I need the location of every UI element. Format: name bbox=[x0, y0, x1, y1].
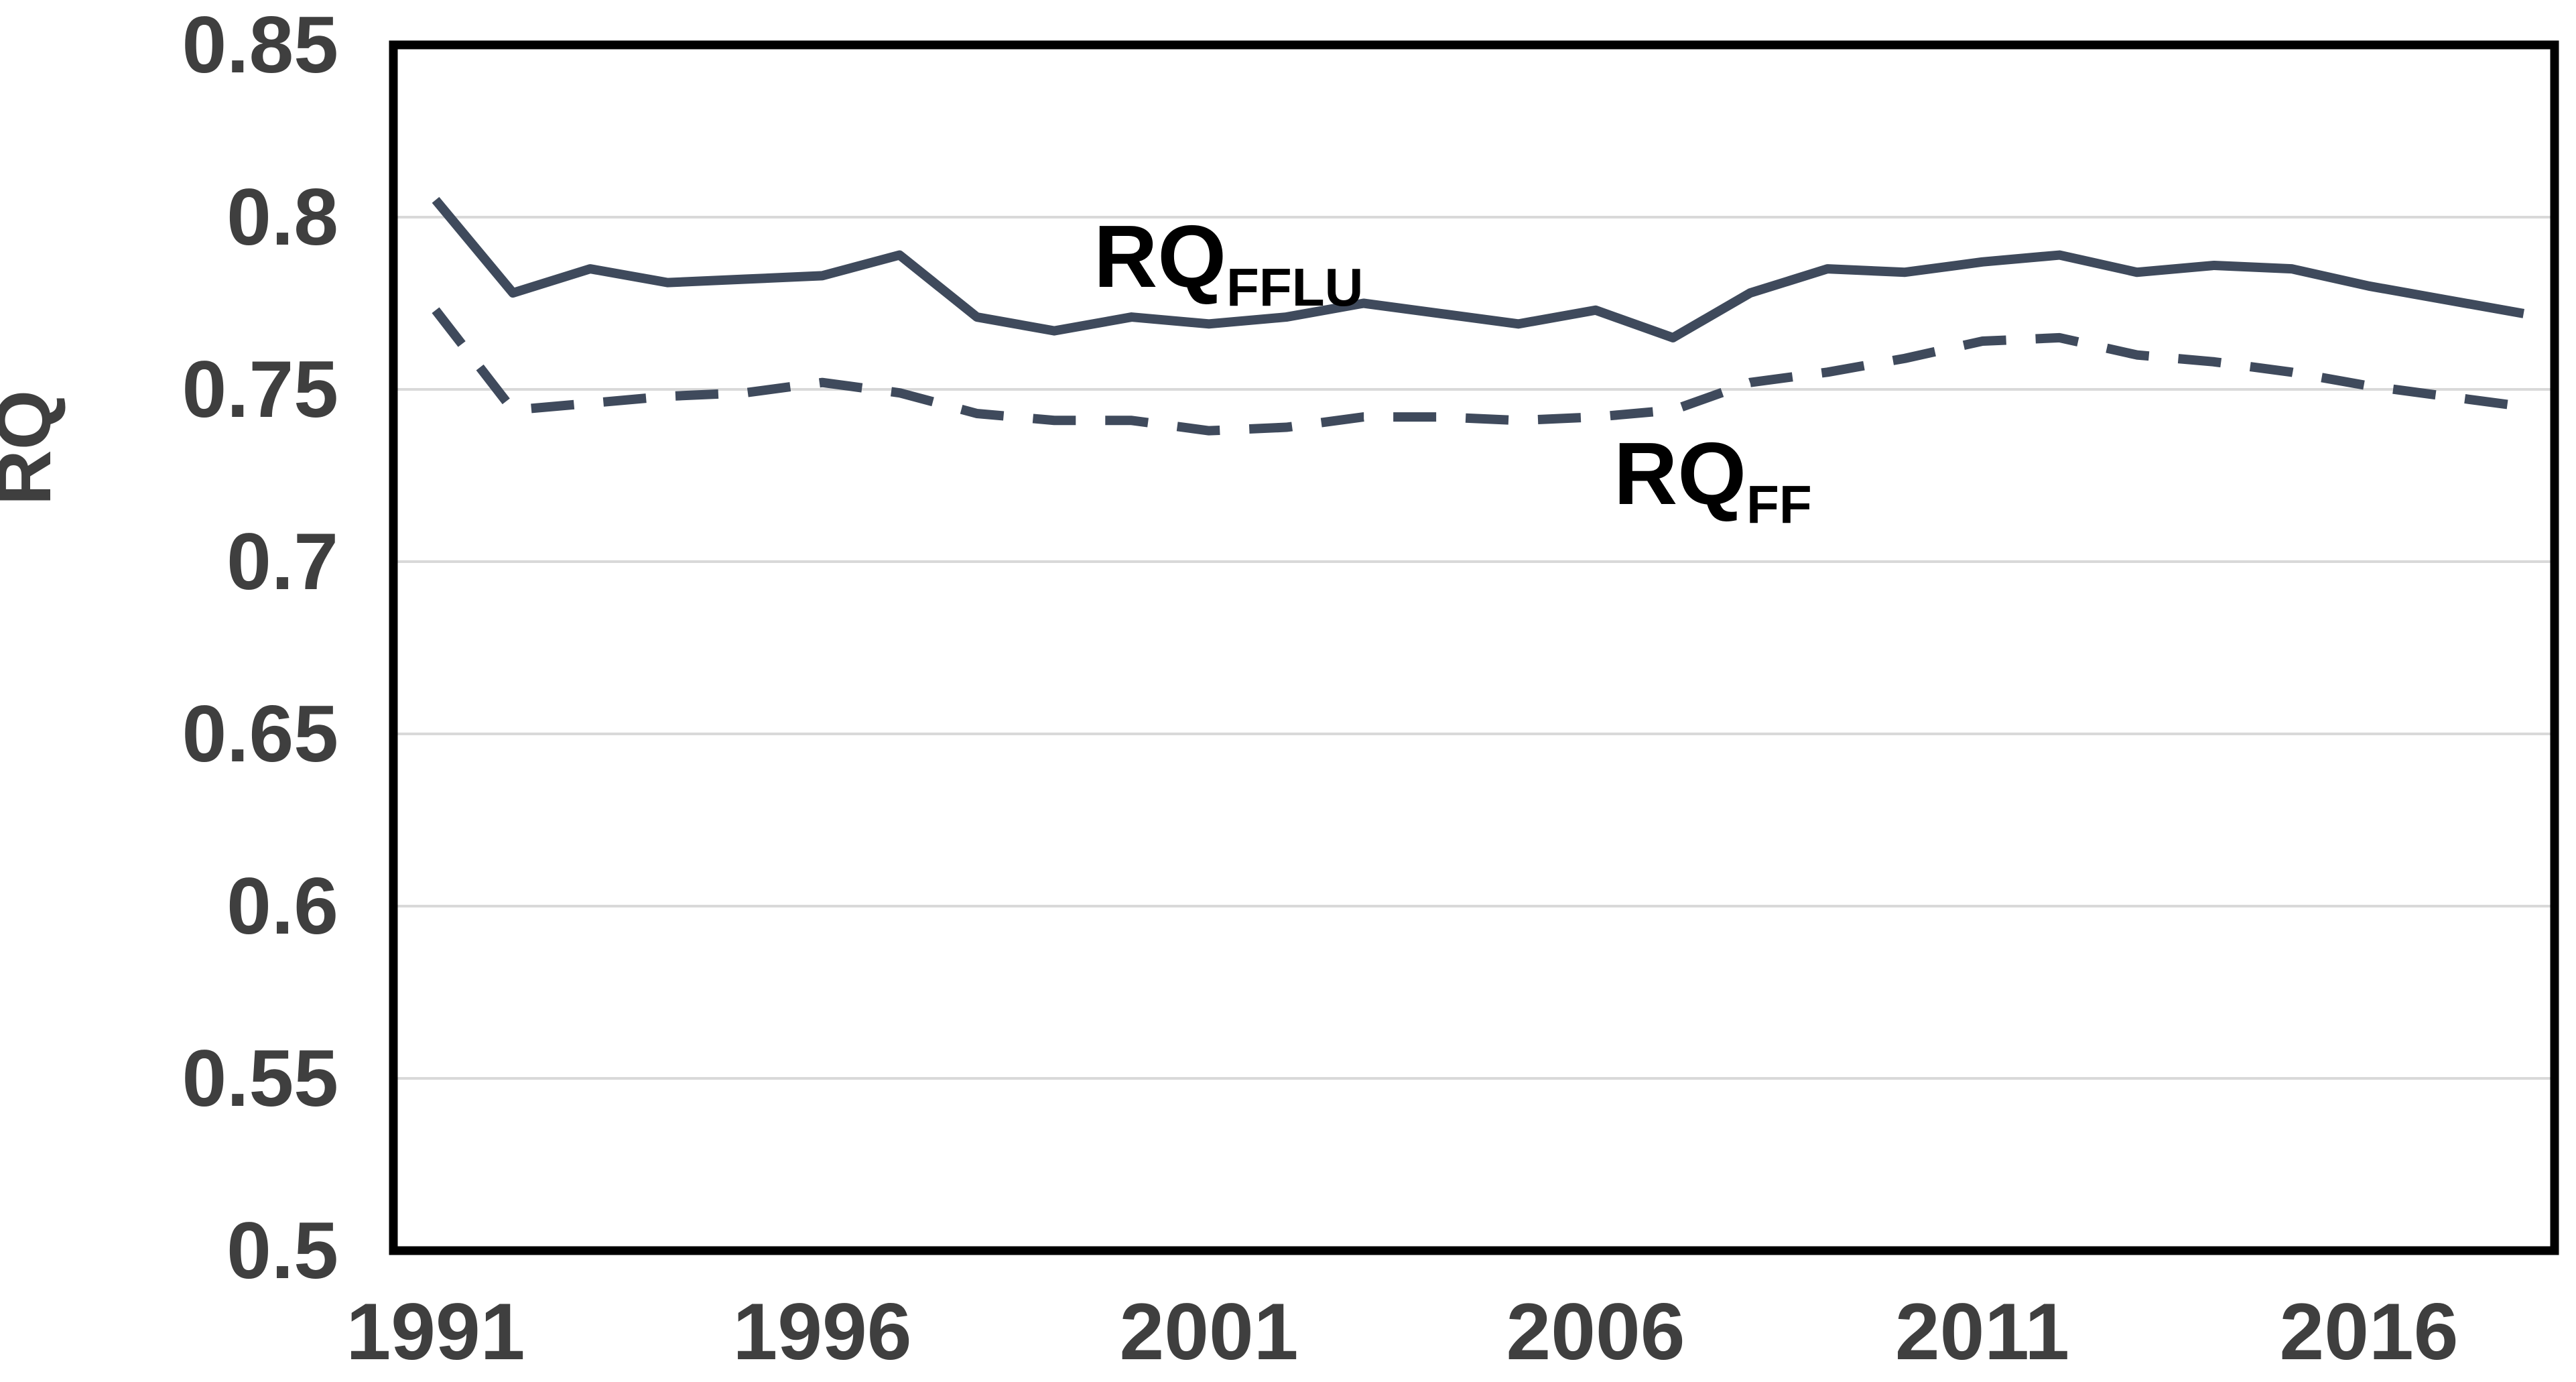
y-axis-title: RQ bbox=[0, 390, 67, 506]
series-line-rq-ff bbox=[432, 307, 2524, 436]
x-tick-label: 2011 bbox=[1895, 1287, 2069, 1377]
plot-border bbox=[389, 40, 2559, 1255]
y-tick-label: 0.75 bbox=[182, 344, 338, 434]
x-tick-label: 1991 bbox=[346, 1287, 525, 1377]
series-label-rq-fflu: RQFFLU bbox=[1094, 207, 1363, 317]
y-tick-label: 0.65 bbox=[182, 689, 338, 779]
x-tick-label: 1996 bbox=[733, 1287, 912, 1377]
y-tick-label: 0.5 bbox=[227, 1206, 338, 1296]
series-line-rq-fflu bbox=[432, 196, 2525, 342]
y-tick-label: 0.6 bbox=[227, 861, 338, 951]
y-tick-label: 0.8 bbox=[227, 172, 338, 262]
series-label-rq-ff: RQFF bbox=[1614, 424, 1812, 534]
x-tick-label: 2006 bbox=[1506, 1287, 1685, 1377]
x-tick-label: 2001 bbox=[1120, 1287, 1299, 1377]
y-tick-label: 0.55 bbox=[182, 1033, 338, 1123]
x-tick-label: 2016 bbox=[2280, 1287, 2459, 1377]
x-axis-tick-labels: 1991 1996 2001 2006 2011 2016 bbox=[346, 1287, 2459, 1377]
y-tick-label: 0.7 bbox=[227, 517, 338, 607]
y-tick-label: 0.85 bbox=[182, 0, 338, 90]
y-axis-tick-labels: 0.85 0.8 0.75 0.7 0.65 0.6 0.55 0.5 bbox=[182, 0, 338, 1296]
